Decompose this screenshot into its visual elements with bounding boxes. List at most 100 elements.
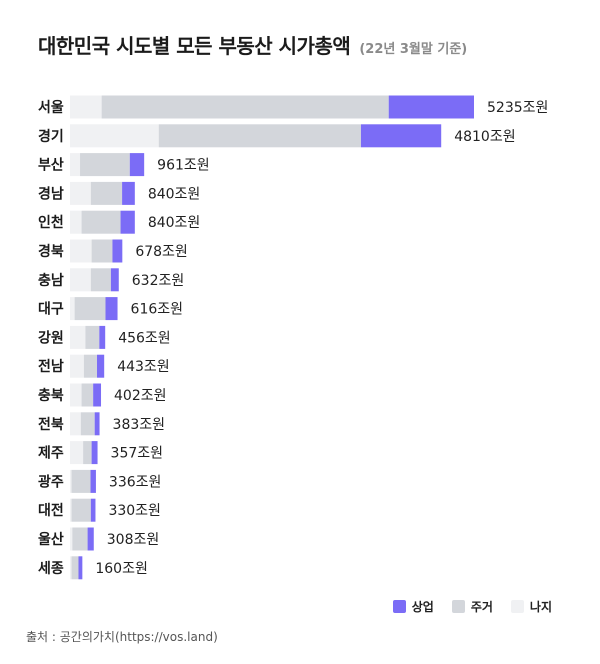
value-label: 632조원: [132, 273, 184, 289]
bar-segment: [70, 210, 82, 234]
category-label: 광주: [38, 473, 64, 490]
bar-segment: [120, 210, 135, 234]
legend-label-commercial: 상업: [411, 600, 434, 614]
bar-segment: [70, 469, 72, 493]
category-label: 울산: [38, 531, 64, 548]
value-label: 616조원: [131, 302, 183, 318]
legend: 상업 주거 나지: [392, 598, 552, 615]
value-label: 336조원: [109, 474, 161, 490]
category-label: 전북: [38, 416, 64, 433]
value-label: 5235조원: [487, 100, 548, 116]
bar-segment: [94, 412, 100, 436]
value-label: 308조원: [107, 532, 159, 548]
category-label: 부산: [38, 157, 64, 174]
category-label: 경남: [38, 185, 64, 202]
bar-segment: [80, 153, 130, 177]
bar-segment: [122, 181, 135, 205]
value-label: 383조원: [113, 417, 165, 433]
bar-segment: [70, 412, 81, 436]
bar-segment: [74, 297, 106, 321]
bar-segment: [91, 239, 113, 263]
bar-segment: [101, 95, 389, 119]
bar-segment: [70, 268, 91, 292]
value-label: 357조원: [111, 446, 163, 462]
bar-segment: [70, 498, 72, 522]
value-label: 402조원: [114, 388, 166, 404]
bar-segment: [70, 527, 73, 551]
bar-segment: [80, 412, 95, 436]
bar-segment: [78, 556, 83, 580]
bar-segment: [91, 441, 98, 465]
bar-segment: [70, 383, 82, 407]
category-label: 충남: [38, 272, 64, 289]
bar-segment: [70, 441, 84, 465]
category-label: 인천: [38, 214, 64, 231]
legend-item-commercial: 상업: [392, 598, 434, 615]
bar-segment: [83, 354, 98, 378]
bar-segment: [70, 124, 159, 148]
chart-title-block: 대한민국 시도별 모든 부동산 시가총액 (22년 3월말 기준): [38, 30, 467, 59]
value-label: 678조원: [135, 244, 187, 260]
legend-label-residential: 주거: [470, 600, 493, 614]
value-label: 840조원: [148, 215, 200, 231]
bar-segment: [70, 297, 75, 321]
source-note: 출처 : 공간의가치(https://vos.land): [26, 630, 218, 644]
category-label: 대구: [38, 302, 64, 318]
category-label: 대전: [38, 502, 64, 519]
value-label: 443조원: [117, 359, 169, 375]
bar-segment: [388, 95, 474, 119]
bar-segment: [158, 124, 361, 148]
bar-segment: [90, 268, 111, 292]
bar-segment: [129, 153, 145, 177]
bar-segment: [70, 556, 72, 580]
category-label: 경북: [38, 243, 64, 260]
bar-segment: [70, 95, 102, 119]
bar-segment: [105, 297, 118, 321]
value-label: 330조원: [108, 503, 160, 519]
bar-segment: [360, 124, 442, 148]
bar-segment: [72, 527, 88, 551]
bar-segment: [85, 325, 100, 349]
bar-segment: [71, 556, 79, 580]
bar-segment: [90, 469, 96, 493]
value-label: 160조원: [95, 561, 147, 577]
legend-item-land: 나지: [510, 598, 552, 615]
bar-segment: [112, 239, 123, 263]
bar-segment: [70, 325, 86, 349]
category-label: 제주: [38, 446, 64, 462]
legend-label-land: 나지: [529, 600, 552, 614]
bar-segment: [70, 354, 84, 378]
bar-segment: [110, 268, 119, 292]
bar-segment: [81, 383, 94, 407]
category-label: 경기: [38, 128, 64, 145]
value-label: 961조원: [157, 158, 209, 174]
legend-swatch-residential: [451, 600, 465, 613]
category-label: 서울: [38, 99, 64, 116]
category-label: 충북: [38, 388, 64, 404]
bar-segment: [87, 527, 94, 551]
bar-segment: [70, 153, 81, 177]
bar-segment: [93, 383, 102, 407]
bar-segment: [71, 469, 91, 493]
category-label: 강원: [38, 329, 64, 346]
bar-segment: [70, 181, 91, 205]
value-label: 456조원: [118, 330, 170, 346]
legend-swatch-land: [510, 600, 524, 613]
value-label: 840조원: [148, 186, 200, 202]
category-label: 세종: [38, 561, 64, 577]
bar-segment: [99, 325, 106, 349]
legend-item-residential: 주거: [451, 598, 493, 615]
value-label: 4810조원: [454, 129, 515, 145]
legend-swatch-commercial: [392, 600, 406, 613]
bar-segment: [71, 498, 91, 522]
category-label: 전남: [38, 358, 64, 375]
bar-segment: [90, 498, 96, 522]
chart-title: 대한민국 시도별 모든 부동산 시가총액: [38, 34, 351, 58]
bar-segment: [83, 441, 92, 465]
bar-segment: [70, 239, 92, 263]
bar-segment: [97, 354, 105, 378]
bar-segment: [81, 210, 121, 234]
chart-subtitle: (22년 3월말 기준): [359, 42, 468, 57]
bar-segment: [90, 181, 123, 205]
